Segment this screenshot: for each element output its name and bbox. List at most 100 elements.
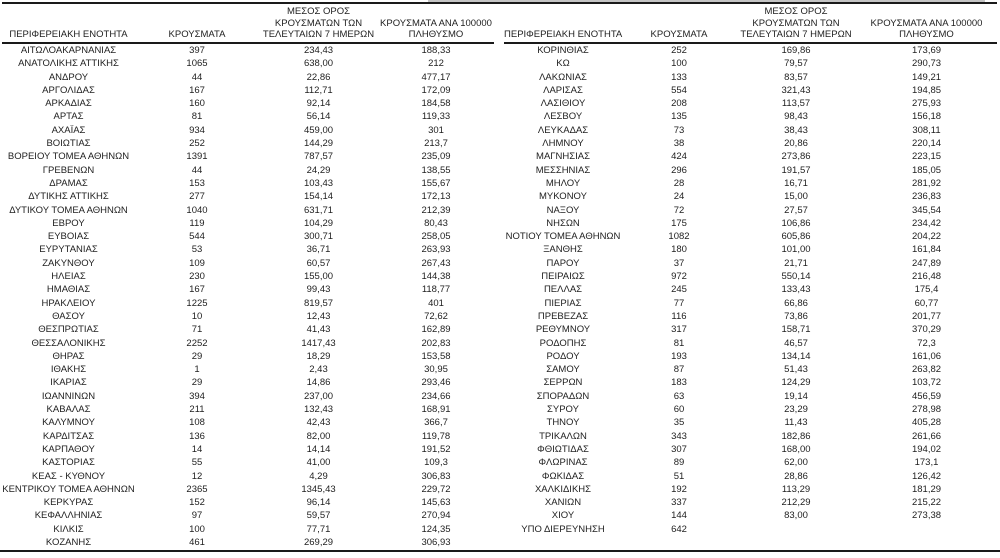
region-cell: ΜΥΚΟΝΟΥ <box>539 191 587 203</box>
table-row: ΖΑΚΥΝΘΟΥ 109 60,57 267,43 <box>2 257 494 270</box>
avg7-cell: 14,14 <box>306 443 331 455</box>
cases-cell: 81 <box>191 111 203 123</box>
per100k-cell: 370,29 <box>911 324 942 336</box>
avg7-cell: 96,14 <box>306 497 331 509</box>
table-row: ΓΡΕΒΕΝΩΝ 44 24,29 138,55 <box>2 164 494 177</box>
region-cell: ΤΡΙΚΑΛΩΝ <box>539 430 587 442</box>
per100k-cell: 204,22 <box>911 231 942 243</box>
region-cell: ΘΗΡΑΣ <box>52 350 85 362</box>
per100k-cell: 109,3 <box>424 457 448 469</box>
table-row: ΦΛΩΡΙΝΑΣ 89 62,00 173,1 <box>504 456 997 469</box>
avg7-cell: 124,29 <box>781 377 811 389</box>
region-cell: ΜΗΛΟΥ <box>545 177 581 189</box>
region-cell: ΝΟΤΙΟΥ ΤΟΜΕΑ ΑΘΗΝΩΝ <box>505 231 621 243</box>
per100k-cell: 162,89 <box>421 324 451 336</box>
avg7-cell: 237,00 <box>303 390 334 402</box>
region-cell: ΔΡΑΜΑΣ <box>49 177 88 189</box>
cases-cell: 252 <box>189 138 205 150</box>
table-row: ΑΡΓΟΛΙΔΑΣ 167 112,71 172,09 <box>2 84 494 97</box>
per100k-cell: 216,48 <box>911 271 942 283</box>
avg7-cell: 28,86 <box>784 470 808 482</box>
per100k-cell: 223,15 <box>911 151 942 163</box>
cases-cell: 109 <box>189 257 205 269</box>
cases-cell: 183 <box>671 377 687 389</box>
per100k-cell: 126,42 <box>911 470 942 482</box>
table-row: ΝΑΞΟΥ 72 27,57 345,54 <box>504 204 997 217</box>
table-row: ΞΑΝΘΗΣ 180 101,00 161,84 <box>504 243 997 256</box>
col-header-per100k: ΚΡΟΥΣΜΑΤΑ ΑΝΑ 100000 ΠΛΗΘΥΣΜΟ <box>378 4 494 44</box>
table-row: ΡΟΔΟΠΗΣ 81 46,57 72,3 <box>504 337 997 350</box>
region-cell: ΡΟΔΟΠΗΣ <box>539 337 587 349</box>
region-cell: ΠΑΡΟΥ <box>546 257 580 269</box>
per100k-cell: 156,18 <box>911 111 942 123</box>
avg7-cell: 56,14 <box>306 111 331 123</box>
region-cell: ΚΕΡΚΥΡΑΣ <box>43 497 94 509</box>
per100k-cell: 172,09 <box>421 84 451 96</box>
per100k-cell: 161,06 <box>911 350 942 362</box>
avg7-cell: 14,86 <box>306 377 331 389</box>
per100k-cell: 308,11 <box>912 124 941 136</box>
table-row: ΙΚΑΡΙΑΣ 29 14,86 293,46 <box>2 376 494 389</box>
per100k-cell: 456,59 <box>911 390 942 402</box>
region-cell: ΑΡΤΑΣ <box>53 111 84 123</box>
per100k-cell: 145,63 <box>421 497 451 509</box>
region-cell: ΚΟΖΑΝΗΣ <box>45 536 92 548</box>
region-cell: ΞΑΝΘΗΣ <box>543 244 583 256</box>
col-header-region-label: ΠΕΡΙΦΕΡΕΙΑΚΗ ΕΝΟΤΗΤΑ <box>9 29 128 41</box>
table-row: ΤΡΙΚΑΛΩΝ 343 182,86 261,66 <box>504 430 997 443</box>
per100k-cell: 401 <box>428 297 444 309</box>
avg7-cell: 99,43 <box>306 284 331 296</box>
cases-cell: 60 <box>673 404 685 416</box>
region-cell: ΖΑΚΥΝΘΟΥ <box>42 257 95 269</box>
region-cell: ΓΡΕΒΕΝΩΝ <box>42 164 95 176</box>
table-row: ΚΑΒΑΛΑΣ 211 132,43 168,91 <box>2 403 494 416</box>
per100k-cell: 201,77 <box>911 310 942 322</box>
cases-cell: 397 <box>189 45 205 56</box>
cases-cell: 153 <box>189 177 205 189</box>
cases-cell: 63 <box>673 390 685 402</box>
avg7-cell: 62,00 <box>784 457 808 469</box>
cases-cell: 193 <box>671 350 687 362</box>
avg7-cell: 605,86 <box>781 231 811 243</box>
per100k-cell: 181,29 <box>911 483 942 495</box>
avg7-cell: 46,57 <box>784 337 808 349</box>
cases-cell: 35 <box>673 417 685 429</box>
per100k-cell: 293,46 <box>421 377 451 389</box>
table-row: ΚΙΛΚΙΣ 100 77,71 124,35 <box>2 523 494 536</box>
per100k-cell: 278,98 <box>911 404 942 416</box>
cases-cell: 394 <box>189 390 205 402</box>
avg7-cell: 234,43 <box>303 45 334 56</box>
avg7-cell: 51,43 <box>784 364 808 376</box>
cases-cell: 180 <box>671 244 687 256</box>
table-row: ΑΙΤΩΛΟΑΚΑΡΝΑΝΙΑΣ 397 234,43 188,33 <box>2 43 494 57</box>
avg7-cell: 18,29 <box>306 350 331 362</box>
avg7-cell: 24,29 <box>306 164 331 176</box>
per100k-cell: 194,85 <box>911 84 942 96</box>
cases-cell: 29 <box>191 350 203 362</box>
col-header-avg7-line3: ΤΕΛΕΥΤΑΙΩΝ 7 ΗΜΕΡΩΝ <box>262 29 375 41</box>
per100k-cell: 366,7 <box>424 417 448 429</box>
table-row: ΧΙΟΥ 144 83,00 273,38 <box>504 509 997 522</box>
avg7-cell: 631,71 <box>303 204 334 216</box>
col-header-cases-label: ΚΡΟΥΣΜΑΤΑ <box>650 29 708 41</box>
per100k-cell: 103,72 <box>911 377 942 389</box>
avg7-cell: 212,29 <box>781 497 811 509</box>
cases-cell: 144 <box>671 510 687 522</box>
cases-cell: 89 <box>673 457 685 469</box>
per100k-cell: 263,93 <box>421 244 451 256</box>
region-cell: ΑΝΑΤΟΛΙΚΗΣ ΑΤΤΙΚΗΣ <box>18 58 119 70</box>
region-cell: ΚΕΦΑΛΛΗΝΙΑΣ <box>34 510 103 522</box>
col-header-cases: ΚΡΟΥΣΜΑΤΑ <box>622 4 736 44</box>
region-cell: ΜΑΓΝΗΣΙΑΣ <box>536 151 590 163</box>
per100k-cell: 275,93 <box>911 98 942 110</box>
region-cell: ΘΕΣΠΡΩΤΙΑΣ <box>38 324 99 336</box>
cases-cell: 97 <box>191 510 203 522</box>
avg7-cell: 36,71 <box>306 244 331 256</box>
region-cell: ΚΑΒΑΛΑΣ <box>46 404 91 416</box>
cases-cell: 116 <box>671 310 687 322</box>
col-header-cases: ΚΡΟΥΣΜΑΤΑ <box>135 4 259 44</box>
table-row: ΛΑΣΙΘΙΟΥ 208 113,57 275,93 <box>504 97 997 110</box>
cases-cell: 252 <box>671 45 687 56</box>
region-cell: ΕΥΒΟΙΑΣ <box>47 231 90 243</box>
